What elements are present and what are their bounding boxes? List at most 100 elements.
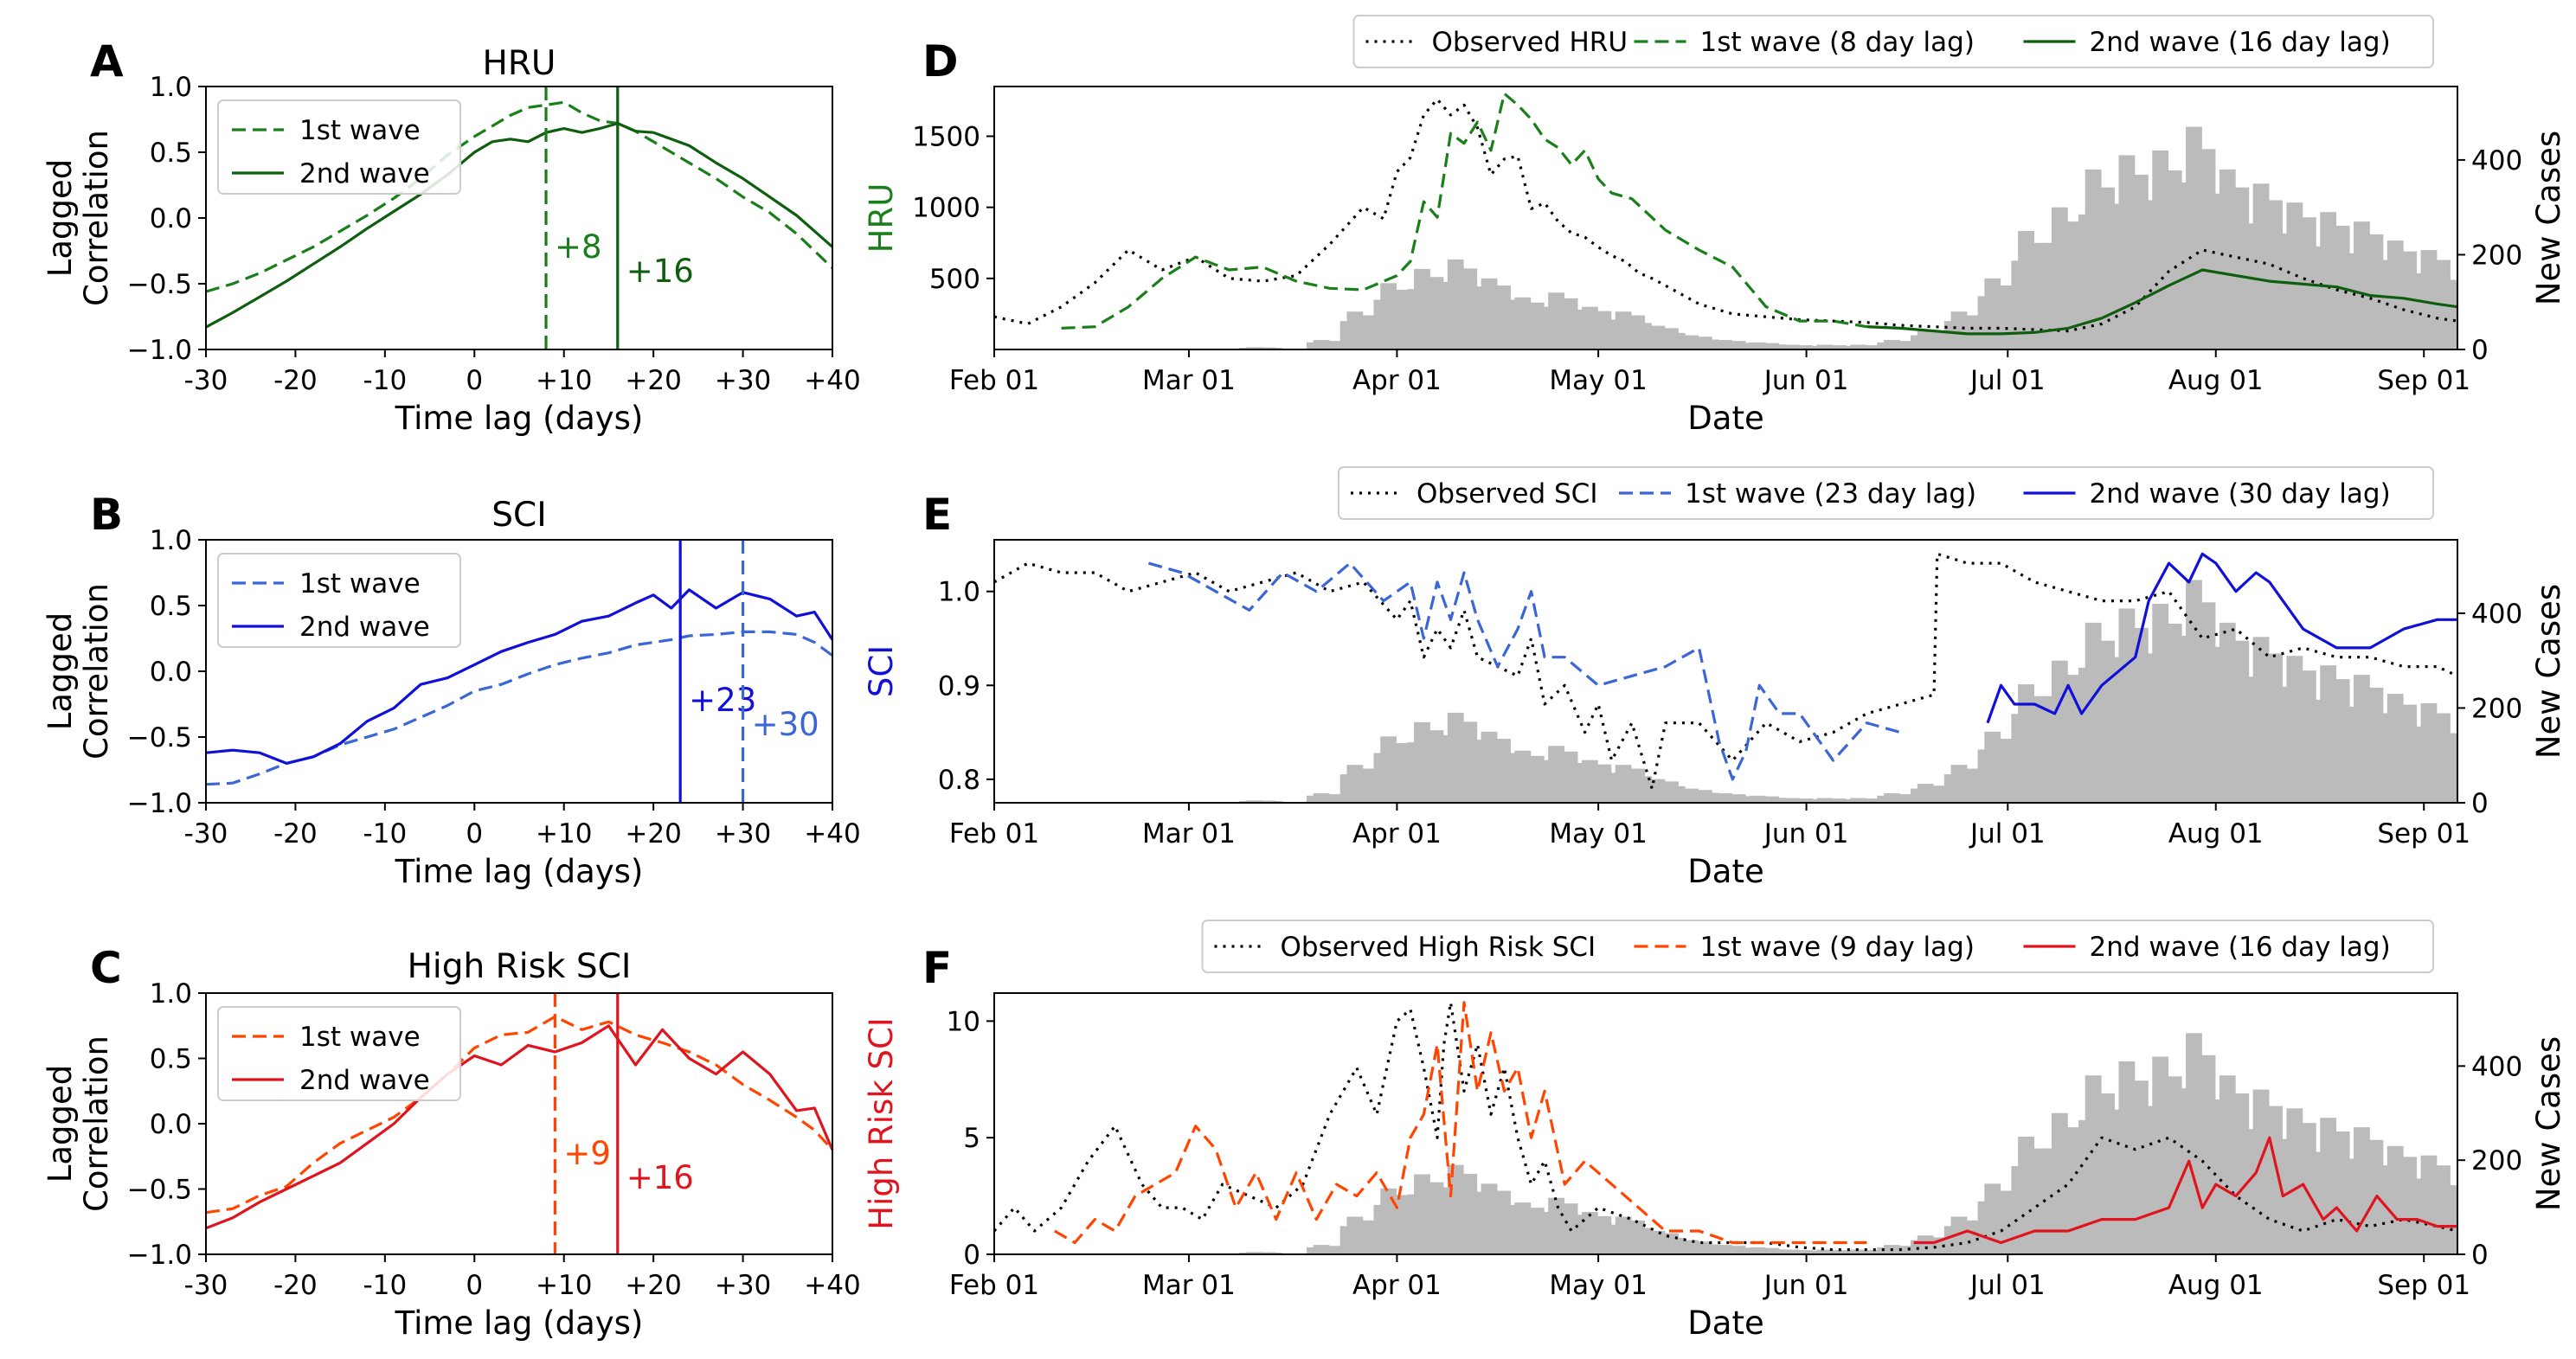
x-tick-label: +10 (536, 1270, 592, 1301)
panel-title: HRU (483, 44, 556, 83)
y-axis-label: HRU (863, 183, 900, 253)
y-tick-label: 0.5 (150, 138, 192, 169)
x-tick-label: 0 (466, 365, 483, 396)
x-tick-label: +10 (536, 365, 592, 396)
x-axis-label: Time lag (days) (395, 1305, 644, 1342)
x-tick-label: Mar 01 (1142, 365, 1236, 396)
x-axis-label: Time lag (days) (395, 853, 644, 890)
x-tick-label: Jun 01 (1763, 818, 1849, 849)
x-tick-label: +40 (804, 1270, 860, 1301)
lag-label: +16 (626, 253, 694, 290)
x-tick-label: +30 (715, 1270, 771, 1301)
x-tick-label: -30 (184, 365, 228, 396)
x-tick-label: Jul 01 (1969, 365, 2046, 396)
x-tick-label: Jul 01 (1969, 818, 2046, 849)
legend-label: 1st wave (299, 115, 421, 146)
y-tick-label: 1.0 (150, 72, 192, 103)
legend: 1st wave 2nd wave (217, 99, 461, 195)
panel-letter: A (90, 36, 124, 87)
x-tick-label: Jun 01 (1763, 365, 1849, 396)
panel-b: B SCI+23+30-30 -20 -10 0 +10 +20 +30 +40−1.0−0.5… (42, 490, 861, 890)
y2-tick-label: 400 (2471, 145, 2522, 176)
series-line-2 (205, 588, 834, 765)
legend-label: 2nd wave (299, 1065, 430, 1096)
y-tick-label: 0.0 (150, 657, 192, 688)
legend: Observed SCI 1st wave (23 day lag) 2nd wav… (1338, 466, 2434, 520)
y-tick-label: −1.0 (127, 788, 192, 819)
y2-tick-label: 200 (2471, 240, 2522, 271)
series-line-2 (1061, 92, 1867, 330)
bars (1239, 126, 2457, 349)
panel-letter: F (922, 943, 952, 993)
y2-tick-label: 200 (2471, 693, 2522, 724)
y-tick-label: 1.0 (938, 577, 980, 608)
x-tick-label: Feb 01 (949, 818, 1039, 849)
x-tick-label: May 01 (1549, 365, 1647, 396)
legend-label: 2nd wave (299, 158, 430, 189)
y-tick-label: −1.0 (127, 1240, 192, 1271)
y-tick-label: 1.0 (150, 978, 192, 1010)
panel-e: E Feb 01 Mar 01 Apr 01 May 01 Jun 01 Jul 01 Aug… (863, 466, 2567, 890)
y2-tick-label: 200 (2471, 1145, 2522, 1176)
x-tick-label: Aug 01 (2168, 365, 2264, 396)
plot-frame (993, 86, 2458, 350)
y-tick-label: 1.0 (150, 525, 192, 556)
x-tick-label: Apr 01 (1352, 1270, 1442, 1301)
legend-box (217, 99, 461, 195)
x-tick-label: 0 (466, 1270, 483, 1301)
panel-a: A HRU +8 +16 -30 -20 -10 0 +10 +20 +30 +40 −1.0 −0.5 0… (42, 36, 861, 437)
panel-letter: E (922, 490, 952, 540)
x-tick-label: Apr 01 (1352, 365, 1442, 396)
legend-label: Observed High Risk SCI (1281, 932, 1596, 963)
x-tick-label: Feb 01 (949, 365, 1039, 396)
x-tick-label: +20 (625, 365, 681, 396)
x-tick-label: -20 (273, 1270, 318, 1301)
legend-label: 1st wave (9 day lag) (1700, 932, 1975, 963)
plot-frame (993, 539, 2458, 804)
y-tick-label: 0.8 (938, 765, 980, 796)
legend-box (1201, 920, 2434, 973)
x-tick-label: Sep 01 (2377, 1270, 2470, 1301)
y-axis-label: LaggedCorrelation (42, 1035, 115, 1212)
y2-axis-label: New Cases (2530, 584, 2567, 759)
x-tick-label: +20 (625, 818, 681, 849)
panel-letter: D (922, 36, 959, 87)
x-tick-label: +20 (625, 1270, 681, 1301)
x-tick-label: Jun 01 (1763, 1270, 1849, 1301)
y-axis-label: SCI (863, 645, 900, 697)
y-tick-label: 1500 (912, 122, 980, 153)
series-line-2 (1147, 561, 1901, 781)
bar (2440, 279, 2457, 349)
lag-label: +9 (563, 1135, 611, 1172)
x-axis-label: Date (1687, 853, 1763, 890)
legend-label: 1st wave (8 day lag) (1700, 27, 1975, 58)
legend-label: 2nd wave (299, 612, 430, 643)
x-tick-label: May 01 (1549, 1270, 1647, 1301)
y2-axis-label: New Cases (2530, 1036, 2567, 1211)
x-tick-label: 0 (466, 818, 483, 849)
y-tick-label: 0.0 (150, 203, 192, 234)
x-tick-label: Mar 01 (1142, 1270, 1236, 1301)
y-tick-label: 10 (947, 1006, 980, 1037)
series-line-3 (1866, 268, 2458, 336)
x-tick-label: -30 (184, 818, 228, 849)
y-tick-label: −0.5 (127, 269, 192, 300)
series-line-2 (205, 122, 834, 329)
bars (1239, 580, 2457, 803)
x-tick-label: Jul 01 (1969, 1270, 2046, 1301)
panel-title: SCI (491, 496, 547, 535)
panel-letter: B (90, 490, 123, 540)
bar (2440, 733, 2457, 803)
x-tick-label: Sep 01 (2377, 365, 2470, 396)
legend: Observed High Risk SCI 1st wave (9 day la… (1201, 920, 2434, 973)
y2-tick-label: 0 (2471, 788, 2489, 819)
lag-label: +23 (689, 682, 756, 719)
x-tick-label: -20 (273, 365, 318, 396)
y-axis-label: High Risk SCI (863, 1017, 900, 1230)
x-tick-label: +40 (804, 818, 860, 849)
series-line-1 (993, 98, 2458, 333)
y-tick-label: 1000 (912, 193, 980, 224)
legend-label: 2nd wave (30 day lag) (2090, 478, 2391, 510)
x-tick-label: -30 (184, 1270, 228, 1301)
